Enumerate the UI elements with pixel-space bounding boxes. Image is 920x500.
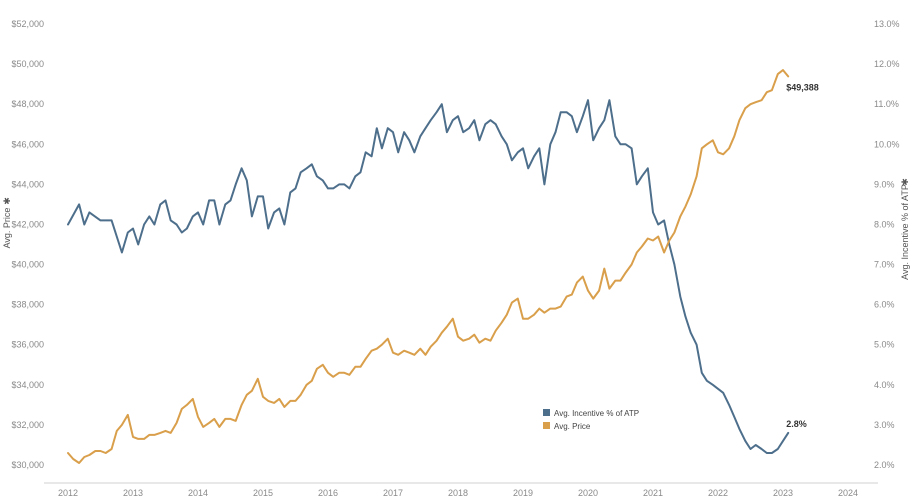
x-tick-label: 2015: [253, 488, 273, 498]
y-right-tick-labels: 2.0% 3.0% 4.0% 5.0% 6.0% 7.0% 8.0% 9.0% 10.0% 11.…: [874, 19, 900, 470]
x-axis: 2012 2013 2014 2015 2016 2017 2018 2019 2020 2021…: [44, 482, 878, 498]
avg-price-line: [67, 69, 790, 464]
legend-swatch-incentive: [543, 409, 550, 416]
legend-label-price: Avg. Price: [554, 422, 591, 431]
y-right-axis-label: Avg. Incentive % of ATP: [900, 184, 910, 280]
y-axis-right: 2.0% 3.0% 4.0% 5.0% 6.0% 7.0% 8.0% 9.0% 10.0% 11.…: [874, 19, 910, 470]
y-left-tick-label: $46,000: [11, 139, 44, 149]
x-tick-label: 2022: [708, 488, 728, 498]
y-right-tick-label: 11.0%: [874, 99, 899, 109]
y-left-tick-label: $34,000: [11, 380, 44, 390]
y-right-tick-label: 8.0%: [874, 219, 895, 229]
y-right-tick-label: 4.0%: [874, 380, 895, 390]
x-tick-label: 2012: [58, 488, 78, 498]
legend: Avg. Incentive % of ATP Avg. Price: [543, 409, 639, 431]
legend-swatch-price: [543, 422, 550, 429]
y-right-tick-label: 7.0%: [874, 260, 895, 270]
incentive-pct-line: [67, 99, 790, 454]
x-tick-label: 2017: [383, 488, 403, 498]
x-tick-label: 2016: [318, 488, 338, 498]
x-tick-label: 2019: [513, 488, 533, 498]
x-tick-label: 2024: [838, 488, 858, 498]
legend-label-incentive: Avg. Incentive % of ATP: [554, 409, 639, 418]
series-layer: [67, 69, 790, 464]
y-left-tick-label: $44,000: [11, 179, 44, 189]
y-right-tick-label: 13.0%: [874, 19, 900, 29]
y-left-tick-label: $40,000: [11, 260, 44, 270]
y-left-tick-label: $48,000: [11, 99, 44, 109]
x-tick-label: 2018: [448, 488, 468, 498]
y-right-tick-label: 12.0%: [874, 59, 900, 69]
y-right-axis-marker-icon: ✱: [900, 178, 910, 186]
x-tick-label: 2013: [123, 488, 143, 498]
y-left-tick-label: $32,000: [11, 420, 44, 430]
y-right-tick-label: 10.0%: [874, 139, 900, 149]
y-right-tick-label: 6.0%: [874, 300, 895, 310]
y-left-tick-labels: $30,000 $32,000 $34,000 $36,000 $38,000 $40,0…: [11, 19, 44, 470]
x-tick-labels: 2012 2013 2014 2015 2016 2017 2018 2019 2020 2021…: [58, 488, 858, 498]
y-left-tick-label: $42,000: [11, 219, 44, 229]
x-tick-label: 2020: [578, 488, 598, 498]
x-tick-label: 2021: [643, 488, 663, 498]
y-left-title: Avg. Price ✱: [2, 197, 12, 248]
y-left-tick-label: $52,000: [11, 19, 44, 29]
y-left-axis-marker-icon: ✱: [2, 197, 12, 205]
y-right-tick-label: 3.0%: [874, 420, 895, 430]
y-right-title: Avg. Incentive % of ATP ✱: [900, 178, 910, 280]
y-left-tick-label: $50,000: [11, 59, 44, 69]
incentive-end-label: 2.8%: [786, 419, 807, 429]
y-left-tick-label: $30,000: [11, 460, 44, 470]
y-right-tick-label: 5.0%: [874, 340, 895, 350]
x-tick-label: 2023: [773, 488, 793, 498]
y-left-axis-label: Avg. Price: [2, 208, 12, 249]
y-left-tick-label: $36,000: [11, 340, 44, 350]
y-left-tick-label: $38,000: [11, 300, 44, 310]
end-labels: 2.8% $49,388: [786, 82, 819, 429]
y-right-tick-label: 2.0%: [874, 460, 895, 470]
price-end-label: $49,388: [786, 82, 819, 92]
x-tick-label: 2014: [188, 488, 208, 498]
y-axis-left: $30,000 $32,000 $34,000 $36,000 $38,000 $40,0…: [2, 19, 44, 470]
y-right-tick-label: 9.0%: [874, 179, 895, 189]
